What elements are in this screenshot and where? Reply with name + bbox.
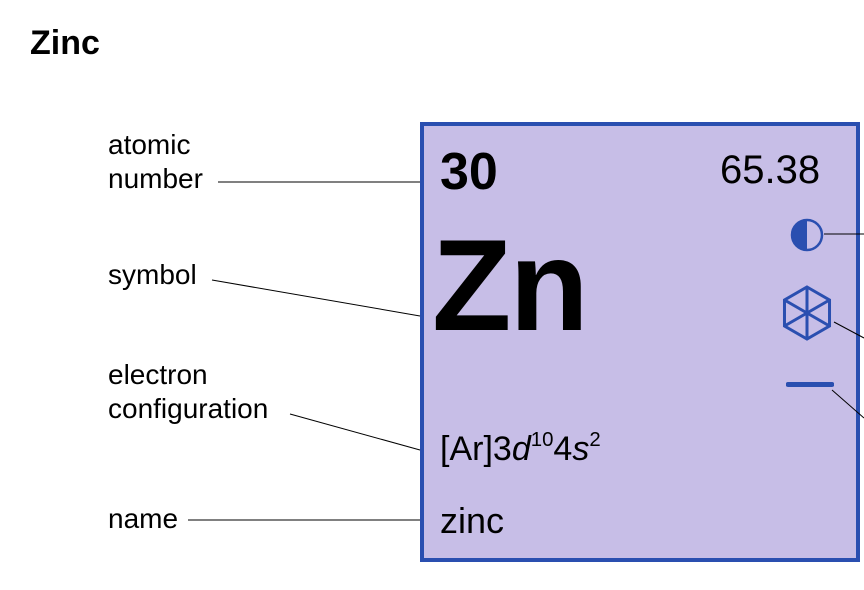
phase-icon (790, 218, 824, 252)
atomic-number-value: 30 (440, 142, 498, 202)
econfig-mid: 4 (553, 430, 572, 468)
econfig-s-sup: 2 (589, 429, 600, 451)
econfig-prefix: [Ar]3 (440, 430, 512, 468)
label-econfig-line1: electron (108, 359, 208, 390)
econfig-d-sup: 10 (531, 429, 554, 451)
econfig-d: d (512, 430, 531, 468)
label-symbol: symbol (108, 258, 197, 292)
element-name-value: zinc (440, 500, 504, 542)
label-atomic-number-line2: number (108, 163, 203, 194)
label-atomic-number-line1: atomic (108, 129, 190, 160)
leader-symbol (212, 280, 420, 316)
label-name: name (108, 502, 178, 536)
label-atomic-number: atomic number (108, 128, 203, 195)
underline-icon (786, 380, 834, 389)
leader-electron-configuration (290, 414, 420, 450)
page-title: Zinc (30, 24, 100, 63)
element-symbol: Zn (432, 210, 587, 360)
atomic-mass-value: 65.38 (720, 148, 820, 193)
electron-configuration-value: [Ar]3d104s2 (440, 430, 601, 469)
label-name-line1: name (108, 503, 178, 534)
label-electron-configuration: electron configuration (108, 358, 268, 425)
econfig-s: s (572, 430, 589, 468)
label-econfig-line2: configuration (108, 393, 268, 424)
crystal-icon (778, 284, 836, 342)
label-symbol-line1: symbol (108, 259, 197, 290)
